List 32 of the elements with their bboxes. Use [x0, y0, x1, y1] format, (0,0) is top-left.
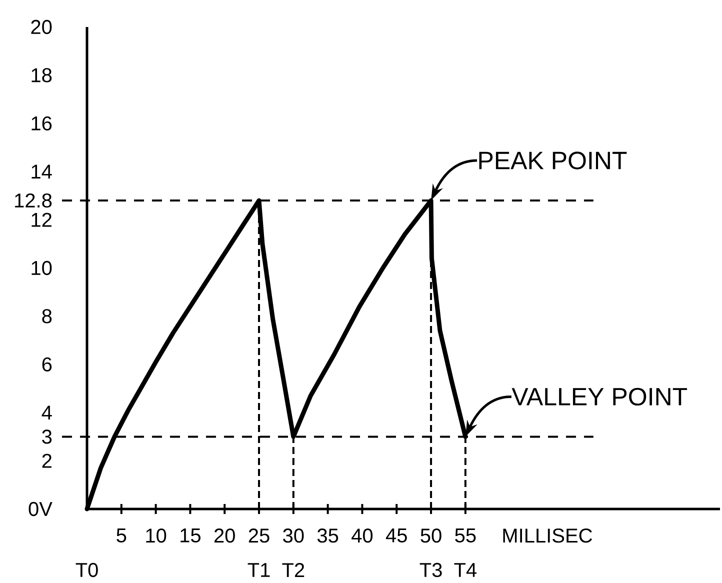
x-tick-label: 40	[352, 528, 373, 543]
text: T0	[76, 562, 98, 578]
y-tick-label: 2	[42, 454, 52, 468]
x-tick-label: 50	[420, 528, 442, 543]
annotation: VALLEY POINT	[512, 388, 688, 406]
y-tick-label: 3	[42, 430, 52, 444]
y-tick-label: 20	[31, 20, 52, 34]
x-tick-label: 30	[283, 528, 304, 543]
y-tick-label: 16	[32, 116, 52, 130]
y-tick-label: 0V	[28, 502, 52, 516]
x-tick-label: 45	[386, 528, 407, 542]
x-tick-label: 10	[146, 528, 166, 543]
x-tick-label: 15	[180, 528, 200, 542]
x-tick-label: 5	[116, 528, 126, 542]
y-tick-label: 4	[42, 406, 52, 420]
annotation: PEAK POINT	[479, 152, 627, 170]
y-tick-label: 18	[32, 68, 52, 82]
y-tick-label: 6	[42, 357, 52, 372]
y-tick-label: 12	[32, 212, 52, 227]
x-tick-label: 55	[455, 528, 476, 542]
ref-line-label: T2	[282, 563, 304, 577]
x-tick-label: 35	[317, 528, 338, 543]
x-tick-label: 25	[248, 528, 270, 543]
ref-line-label: T4	[454, 563, 477, 577]
y-tick-label: 12.8	[15, 193, 52, 208]
y-tick-label: 14	[32, 164, 52, 178]
y-tick-label: 8	[42, 309, 52, 324]
x-tick-label: 20	[214, 528, 235, 543]
ref-line-label: T3	[420, 562, 442, 578]
ref-line-label: T1	[248, 563, 270, 577]
x-axis-title: MILLISEC	[503, 528, 592, 543]
y-tick-label: 10	[32, 260, 52, 276]
